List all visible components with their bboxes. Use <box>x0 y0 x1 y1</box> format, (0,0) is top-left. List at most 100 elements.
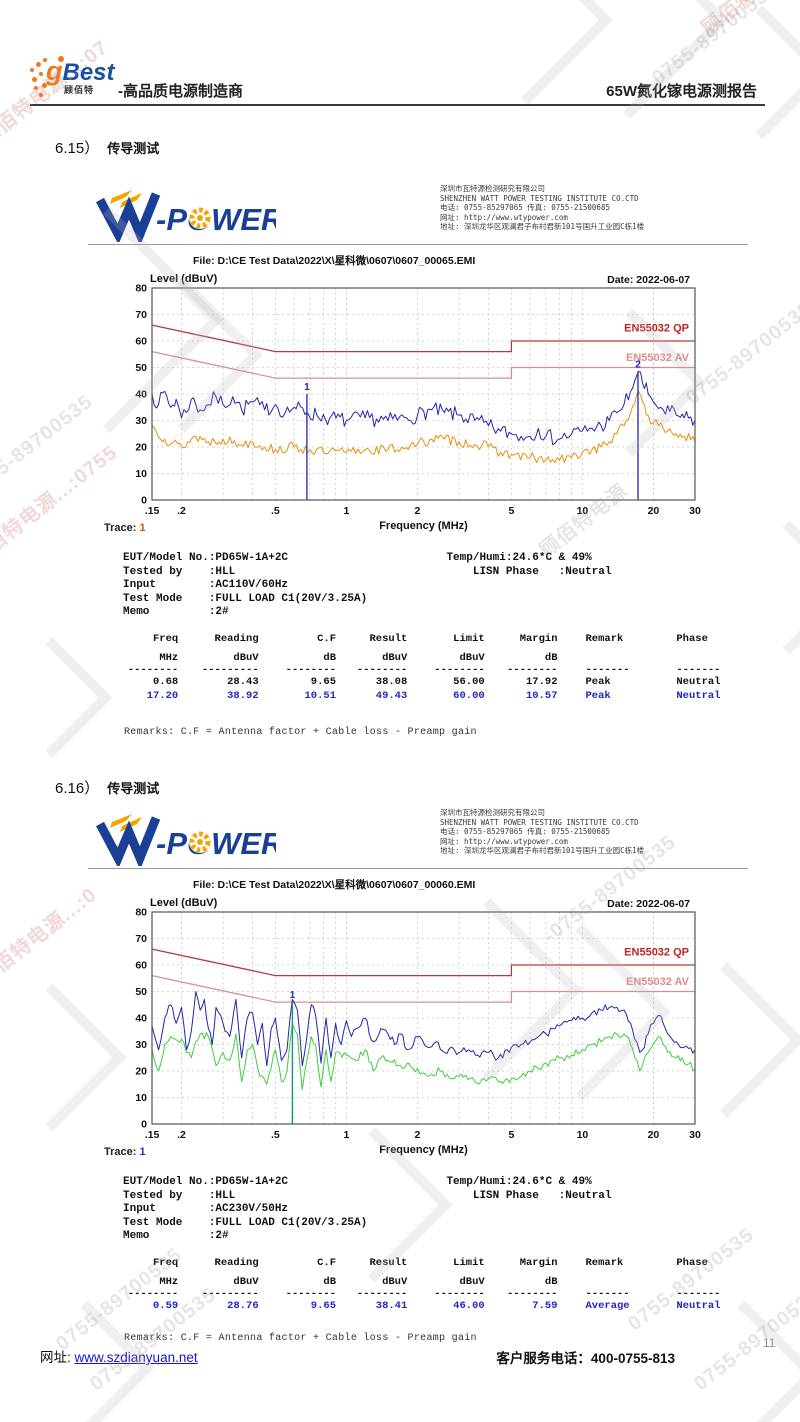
header-title: 65W氮化镓电源测报告 <box>606 83 757 100</box>
lab-name-cn: 深圳市瓦特源检测研究有限公司 <box>440 184 545 193</box>
table-cell: Peak <box>585 676 611 688</box>
table-cell: Freq <box>153 1257 179 1269</box>
svg-text:.15: .15 <box>145 505 160 517</box>
table-cell: MHz <box>159 652 179 664</box>
logo-wordmark: gBest <box>46 58 115 89</box>
watermark-text: 顾佰特电源...:07 <box>694 0 800 41</box>
section-number: 6.15） <box>55 140 100 157</box>
remarks-line: Remarks: C.F = Antenna factor + Cable lo… <box>124 727 477 738</box>
table-cell: 17.92 <box>525 676 558 688</box>
eut-info-block: EUT/Model No.:PD65W-1A+2C Temp/Humi:24.6… <box>123 552 612 618</box>
svg-text:.5: .5 <box>271 505 280 517</box>
svg-text:30: 30 <box>135 415 147 427</box>
table-cell: Reading <box>214 633 259 645</box>
logo-best: Best <box>62 59 115 86</box>
svg-text:30: 30 <box>135 1039 147 1051</box>
watermark-text: 55-89700535 <box>0 390 98 488</box>
table-cell: -------- <box>434 664 485 676</box>
table-cell: 38.92 <box>227 690 259 702</box>
table-cell: C.F <box>317 633 337 645</box>
logo-dot <box>39 93 43 97</box>
table-cell: -------- <box>434 1288 485 1300</box>
footer-service-phone: 客户服务电话：400-0755-813 <box>496 1351 675 1366</box>
table-cell: Result <box>369 1257 408 1269</box>
lab-addr: 地址: 深圳龙华区观澜君子布村君新101号国升工业园C栋1楼 <box>440 222 645 232</box>
section-title: 传导测试 <box>107 781 160 796</box>
chevron-watermark <box>531 0 729 119</box>
file-path: File: D:\CE Test Data\2022\X\星科微\0607\06… <box>193 879 476 891</box>
table-cell: ------- <box>676 664 721 676</box>
table-cell: 56.00 <box>453 676 485 688</box>
svg-text:EN55032 AV: EN55032 AV <box>626 976 690 988</box>
section-heading-6-15: 6.15） 传导测试 <box>55 137 159 158</box>
svg-text:10: 10 <box>135 468 147 480</box>
lab-name-en: SHENZHEN WATT POWER TESTING INSTITUTE CO… <box>440 193 639 203</box>
watermark-text: 0755-89700535 <box>648 0 783 90</box>
lab-name-cn: 深圳市瓦特源检测研究有限公司 <box>440 808 545 817</box>
table-cell: 17.20 <box>146 690 179 702</box>
svg-text:Level (dBuV): Level (dBuV) <box>150 273 218 285</box>
emi-report-block-2: -POWER 深圳市瓦特源检测研究有限公司 SHENZHEN WATT POWE… <box>88 806 748 1391</box>
logo-dot <box>58 56 64 62</box>
logo-g: g <box>46 56 63 86</box>
svg-text:1: 1 <box>290 990 296 1001</box>
svg-text:30: 30 <box>689 1129 701 1141</box>
svg-text:EN55032 AV: EN55032 AV <box>626 352 690 364</box>
table-cell <box>570 647 673 665</box>
table-cell: 28.76 <box>227 1300 259 1312</box>
table-cell: 9.65 <box>310 1300 337 1312</box>
svg-text:20: 20 <box>135 442 147 454</box>
table-cell: dBuV <box>459 652 485 664</box>
table-cell <box>672 1271 748 1289</box>
table-cell: -------- <box>356 1288 408 1300</box>
site-link[interactable]: www.szdianyuan.net <box>74 1350 198 1365</box>
table-cell: dBuV <box>382 1276 408 1288</box>
svg-text:20: 20 <box>648 1129 660 1141</box>
table-cell: Neutral <box>676 690 721 702</box>
table-cell: Limit <box>453 1257 485 1269</box>
gobest-logo: gBest 顾佰特 <box>30 56 150 104</box>
svg-text:60: 60 <box>135 960 147 972</box>
lab-addr: 地址: 深圳龙华区观澜君子布村君新101号国升工业园C栋1楼 <box>440 846 645 856</box>
logo-dot <box>36 62 41 67</box>
svg-text:0: 0 <box>141 495 147 507</box>
test-date: Date: 2022-06-07 <box>607 274 690 286</box>
table-cell: Freq <box>153 633 179 645</box>
svg-text:1: 1 <box>344 1129 350 1141</box>
svg-text:50: 50 <box>135 362 147 374</box>
divider <box>88 244 748 245</box>
header-slogan: -高品质电源制造商 <box>118 83 243 100</box>
header-rule <box>30 104 765 106</box>
svg-text:20: 20 <box>648 505 660 517</box>
svg-text:0: 0 <box>141 1119 147 1131</box>
svg-text:60: 60 <box>135 336 147 348</box>
logo-subtitle: 顾佰特 <box>64 85 95 95</box>
table-cell: Result <box>369 633 408 645</box>
svg-text:40: 40 <box>135 389 147 401</box>
table-cell: -------- <box>507 1288 558 1300</box>
table-cell: 38.41 <box>375 1300 408 1312</box>
lab-name-en: SHENZHEN WATT POWER TESTING INSTITUTE CO… <box>440 817 639 827</box>
svg-text:2: 2 <box>415 1129 421 1141</box>
svg-text:EN55032 QP: EN55032 QP <box>624 947 689 959</box>
table-cell: Reading <box>214 1257 259 1269</box>
table-cell: -------- <box>507 664 558 676</box>
site-label: 网址: <box>40 1350 71 1365</box>
table-cell: MHz <box>159 1276 179 1288</box>
eut-info-block: EUT/Model No.:PD65W-1A+2C Temp/Humi:24.6… <box>123 1176 612 1242</box>
file-path: File: D:\CE Test Data\2022\X\星科微\0607\06… <box>193 255 476 267</box>
table-cell: Remark <box>585 633 624 645</box>
chevron-watermark <box>695 5 800 140</box>
table-cell: -------- <box>127 1288 179 1300</box>
table-cell: Phase <box>676 633 708 645</box>
table-cell: -------- <box>285 664 337 676</box>
svg-text:80: 80 <box>135 907 147 919</box>
svg-text:Frequency (MHz): Frequency (MHz) <box>379 520 468 532</box>
svg-text:50: 50 <box>135 986 147 998</box>
table-cell: 9.65 <box>310 676 337 688</box>
table-cell: Average <box>585 1300 630 1312</box>
svg-text:2: 2 <box>635 359 641 370</box>
svg-text:70: 70 <box>135 309 147 321</box>
table-cell: 28.43 <box>227 676 259 688</box>
svg-text:.2: .2 <box>177 1129 186 1141</box>
